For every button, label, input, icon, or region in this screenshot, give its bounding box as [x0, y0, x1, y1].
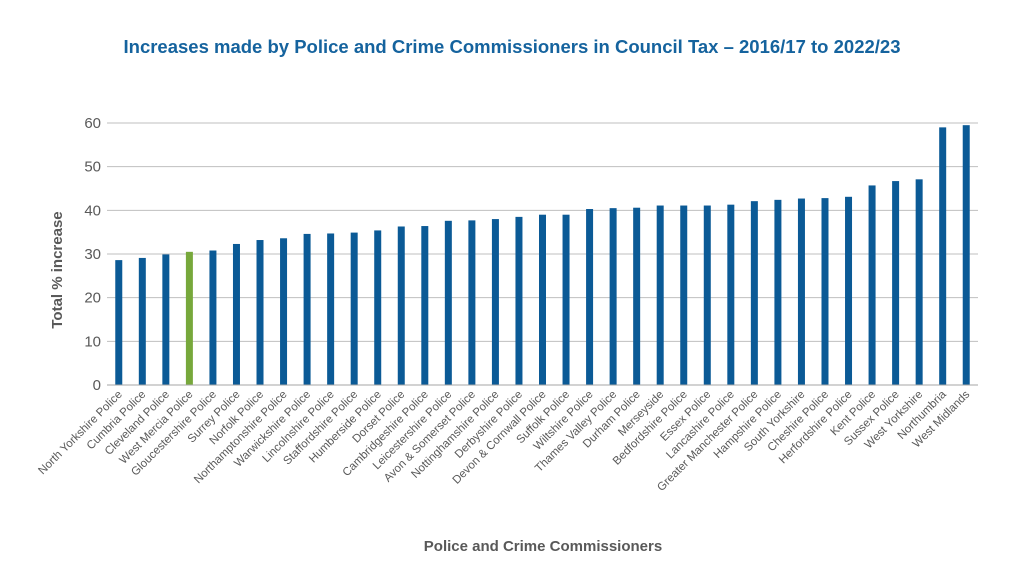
y-axis-title: Total % increase	[49, 211, 66, 328]
bar	[680, 205, 688, 385]
bar	[797, 198, 805, 385]
bar	[444, 220, 452, 385]
bar	[256, 240, 264, 385]
bar	[562, 214, 570, 385]
bar	[656, 205, 664, 385]
bar	[609, 208, 617, 385]
bar	[703, 205, 711, 385]
bar	[515, 216, 523, 385]
bar	[185, 251, 193, 385]
bar	[468, 220, 476, 385]
bar	[350, 232, 358, 385]
bar	[115, 260, 123, 385]
bar	[280, 238, 288, 385]
bar	[421, 226, 429, 385]
bar	[209, 250, 217, 385]
bar	[892, 181, 900, 385]
bar	[633, 207, 641, 385]
bar	[491, 219, 499, 385]
bar	[962, 125, 970, 386]
bar	[162, 254, 170, 385]
bars	[115, 125, 970, 386]
bar	[586, 209, 594, 385]
bar	[539, 214, 546, 385]
y-tick-label: 10	[84, 333, 101, 350]
bar	[915, 179, 923, 385]
y-tick-label: 30	[84, 246, 101, 263]
bar	[374, 230, 382, 385]
x-axis-title: Police and Crime Commissioners	[424, 538, 662, 555]
bar	[868, 185, 876, 385]
bar	[939, 127, 947, 386]
bar	[138, 257, 146, 385]
y-tick-label: 0	[93, 377, 101, 394]
bar	[750, 201, 758, 385]
bar	[774, 199, 782, 385]
bar	[232, 243, 240, 385]
bar	[327, 233, 335, 385]
bar	[303, 233, 311, 385]
y-tick-label: 40	[84, 202, 101, 219]
y-tick-label: 20	[84, 290, 101, 307]
bar	[397, 226, 405, 385]
chart-title: Increases made by Police and Crime Commi…	[123, 36, 901, 57]
y-tick-labels: 0 10 20 30 40 50 60	[84, 115, 101, 394]
bar	[727, 204, 735, 385]
bar	[821, 198, 829, 385]
y-tick-label: 60	[84, 115, 101, 132]
bar	[845, 196, 853, 385]
y-tick-label: 50	[84, 159, 101, 176]
